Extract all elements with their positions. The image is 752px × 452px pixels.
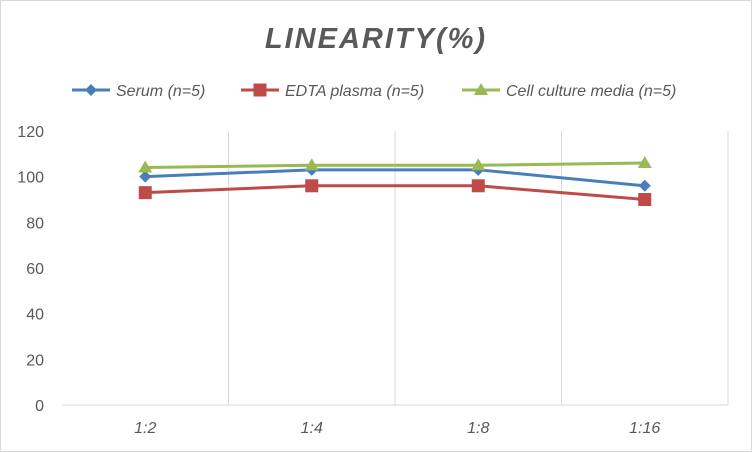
y-tick-label: 80: [26, 215, 44, 232]
triangle-marker: [304, 158, 319, 171]
axes: 0 20 40 60 80 100 120 1:2 1:4 1:8 1:16: [17, 124, 728, 437]
y-tick-label: 40: [26, 307, 44, 324]
square-marker: [471, 179, 485, 193]
x-tick-label: 1:2: [134, 420, 156, 437]
legend-item: EDTA plasma (n=5): [241, 83, 424, 100]
y-tick-label: 0: [35, 398, 44, 415]
diamond-marker: [139, 170, 152, 183]
square-marker: [305, 179, 319, 193]
x-tick-label: 1:16: [629, 420, 660, 437]
legend: Serum (n=5) EDTA plasma (n=5) Cell culture…: [72, 83, 676, 100]
triangle-marker: [138, 160, 153, 173]
y-tick-label: 20: [26, 352, 44, 369]
triangle-marker: [637, 155, 652, 168]
triangle-marker: [474, 83, 488, 95]
diamond-marker: [85, 84, 97, 96]
legend-label: EDTA plasma (n=5): [285, 83, 424, 100]
square-marker: [638, 193, 652, 206]
x-tick-label: 1:4: [301, 420, 323, 437]
series-line: [145, 184, 645, 201]
series-group: [138, 155, 652, 206]
y-tick-label: 120: [17, 124, 44, 141]
series-square: [138, 179, 652, 206]
square-marker: [138, 186, 152, 200]
diamond-marker: [638, 179, 651, 192]
series-line: [145, 161, 645, 170]
series-line: [145, 168, 645, 188]
triangle-marker: [471, 158, 486, 171]
y-tick-label: 100: [17, 170, 44, 187]
gridlines: [228, 131, 729, 405]
legend-item: Cell culture media (n=5): [462, 83, 676, 100]
chart-title: LINEARITY(%): [265, 23, 487, 55]
legend-item: Serum (n=5): [72, 83, 205, 100]
y-tick-label: 60: [26, 261, 44, 278]
square-marker: [253, 83, 267, 97]
series-triangle: [138, 155, 652, 173]
x-tick-label: 1:8: [467, 420, 489, 437]
legend-label: Cell culture media (n=5): [506, 83, 676, 100]
legend-label: Serum (n=5): [116, 83, 205, 100]
